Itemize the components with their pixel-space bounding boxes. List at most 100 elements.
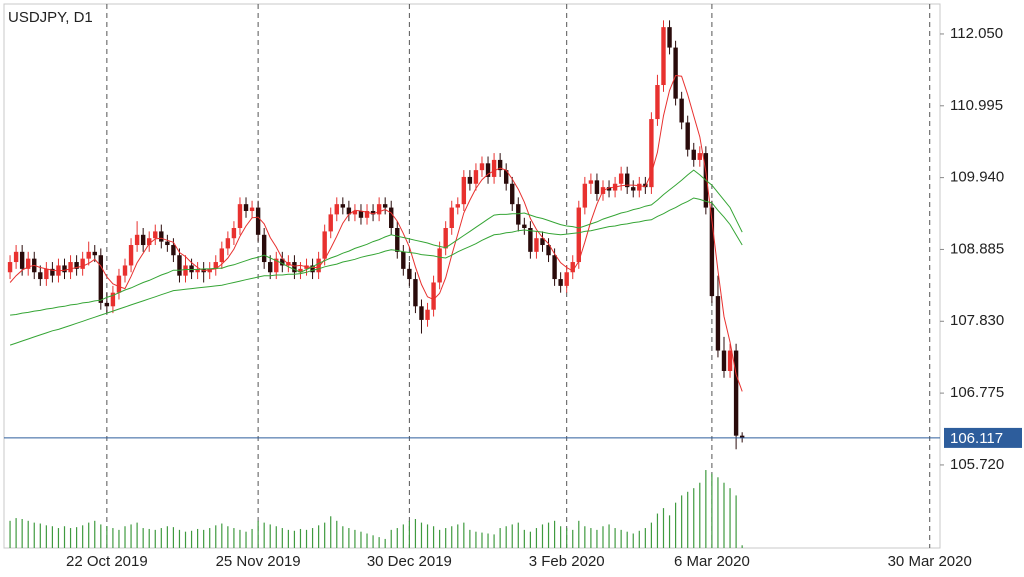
y-tick-label: 109.940 (950, 169, 1004, 186)
candle-body (407, 268, 412, 280)
y-tick-label: 107.830 (950, 312, 1004, 329)
candle-body (147, 238, 152, 246)
candle-body (594, 180, 600, 194)
candle-body (26, 258, 31, 269)
candle-body (727, 350, 733, 371)
candle-body (467, 176, 473, 184)
candle-body (316, 258, 321, 273)
candle-body (92, 251, 97, 256)
candle-body (570, 262, 575, 273)
candle-body (376, 204, 382, 215)
candle-body (183, 265, 188, 276)
candle-body (207, 268, 212, 273)
candle-body (673, 47, 678, 99)
candle-body (564, 272, 569, 286)
candle-body (86, 251, 91, 259)
candle-body (231, 228, 237, 239)
candle-body (116, 275, 122, 293)
last-price-label: 106.117 (950, 430, 1003, 447)
candle-body (243, 204, 249, 211)
plot-frame (3, 3, 941, 549)
candle-body (485, 163, 491, 177)
candle-body (552, 255, 557, 280)
candle-body (425, 309, 430, 320)
candle-body (503, 170, 509, 184)
candle-body (370, 210, 376, 215)
candle-body (249, 207, 255, 211)
candle-body (655, 85, 660, 120)
candle-body (80, 258, 85, 269)
candle-body (310, 265, 315, 273)
candle-body (68, 262, 73, 273)
candle-body (140, 234, 146, 246)
candle-body (98, 255, 104, 303)
candle-body (19, 251, 25, 269)
candle-body (7, 262, 13, 273)
y-tick-label: 108.885 (950, 240, 1004, 257)
candle-body (419, 306, 424, 320)
y-tick-label: 106.775 (950, 384, 1004, 401)
candle-body (225, 238, 231, 249)
candle-body (62, 265, 67, 273)
candle-body (74, 262, 79, 269)
candle-body (268, 262, 273, 273)
candle-body (576, 207, 581, 263)
candle-body (322, 231, 327, 259)
candle-body (219, 248, 225, 263)
candle-body (715, 296, 721, 351)
x-tick-label: 22 Oct 2019 (66, 553, 148, 570)
candle-body (274, 258, 279, 273)
candle-body (709, 207, 715, 297)
candle-body (685, 122, 690, 150)
x-tick-label: 30 Mar 2020 (888, 553, 972, 570)
candle-body (516, 204, 521, 225)
candle-body (340, 204, 346, 208)
candle-body (237, 204, 243, 228)
candle-body (195, 268, 200, 273)
candle-body (618, 173, 624, 184)
candle-body (497, 159, 503, 171)
moving-average (9, 197, 743, 346)
candle-body (510, 183, 515, 205)
candle-body (733, 350, 739, 436)
candle-body (443, 228, 448, 249)
candle-body (165, 241, 170, 246)
candle-body (134, 234, 140, 246)
candle-body (382, 204, 388, 208)
candle-body (528, 228, 533, 252)
candle-body (461, 176, 467, 205)
y-tick-label: 112.050 (950, 25, 1003, 42)
last-price-box (944, 427, 1022, 448)
candle-body (110, 292, 116, 307)
candle-body (104, 302, 110, 307)
x-tick-label: 3 Feb 2020 (529, 553, 605, 570)
candle-body (122, 265, 128, 276)
candle-body (449, 207, 454, 228)
candle-body (540, 238, 545, 246)
candle-body (44, 268, 49, 280)
candle-body (437, 248, 442, 283)
candle-body (38, 272, 43, 280)
candle-body (431, 282, 436, 310)
candle-body (298, 268, 303, 273)
candle-body (171, 245, 176, 256)
y-tick-label: 105.720 (950, 456, 1004, 473)
candle-body (401, 251, 406, 269)
candle-body (491, 159, 497, 177)
candle-body (522, 224, 527, 228)
x-tick-label: 25 Nov 2019 (216, 553, 301, 570)
x-tick-label: 30 Dec 2019 (367, 553, 452, 570)
candle-body (364, 210, 370, 218)
candle-body (473, 170, 479, 184)
candle-body (189, 265, 194, 273)
candle-body (631, 187, 636, 191)
candle-body (292, 262, 297, 273)
candle-body (177, 255, 182, 276)
candle-body (328, 214, 333, 232)
candle-body (346, 207, 352, 215)
candle-body (358, 210, 364, 218)
candle-body (50, 268, 55, 276)
moving-average (9, 74, 743, 392)
candle-body (128, 245, 134, 266)
candle-body (637, 183, 642, 191)
